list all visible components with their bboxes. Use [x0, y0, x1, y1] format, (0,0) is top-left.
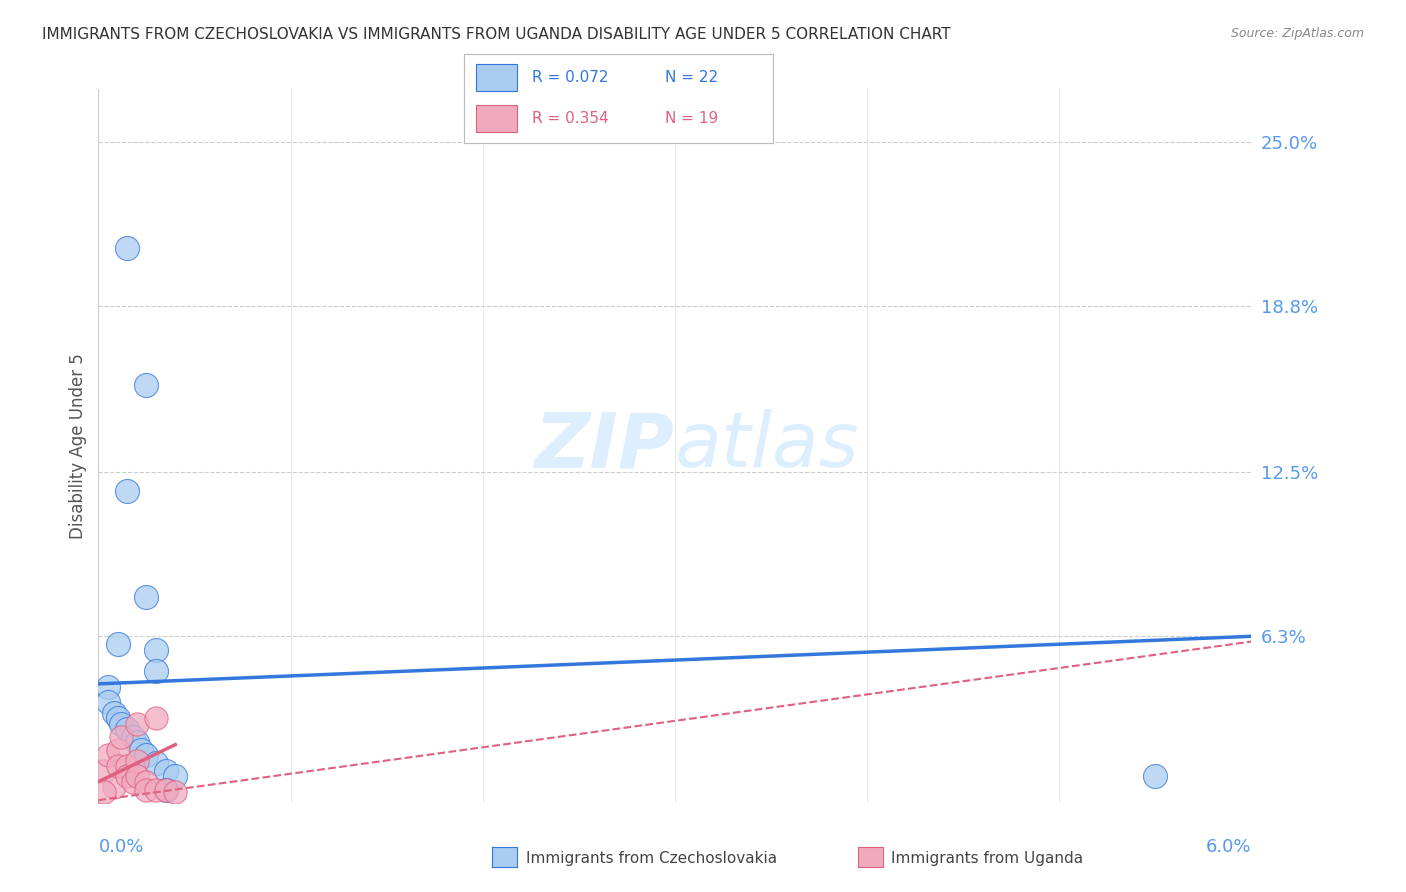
- Point: [110, 716, 132, 731]
- Text: Immigrants from Uganda: Immigrants from Uganda: [891, 851, 1084, 865]
- Text: atlas: atlas: [675, 409, 859, 483]
- Point: [103, 706, 125, 720]
- Point: [125, 735, 148, 749]
- Point: [97, 748, 120, 763]
- Y-axis label: Disability Age Under 5: Disability Age Under 5: [69, 353, 87, 539]
- Text: N = 22: N = 22: [665, 70, 718, 85]
- FancyBboxPatch shape: [477, 64, 516, 91]
- Point: [117, 483, 139, 498]
- FancyBboxPatch shape: [477, 105, 516, 132]
- Point: [165, 785, 187, 799]
- Text: Immigrants from Czechoslovakia: Immigrants from Czechoslovakia: [526, 851, 778, 865]
- Point: [125, 769, 148, 783]
- Point: [145, 782, 167, 797]
- Point: [110, 730, 132, 744]
- Point: [125, 716, 148, 731]
- Point: [122, 774, 145, 789]
- Point: [145, 642, 167, 657]
- Point: [93, 785, 115, 799]
- Point: [103, 780, 125, 794]
- Text: 0.0%: 0.0%: [98, 838, 143, 856]
- Text: 6.0%: 6.0%: [1206, 838, 1251, 856]
- Text: Source: ZipAtlas.com: Source: ZipAtlas.com: [1230, 27, 1364, 40]
- Point: [125, 754, 148, 768]
- Point: [107, 637, 129, 651]
- Point: [165, 769, 187, 783]
- Text: R = 0.072: R = 0.072: [531, 70, 609, 85]
- Point: [122, 730, 145, 744]
- Point: [145, 756, 167, 771]
- Point: [107, 711, 129, 725]
- Point: [107, 743, 129, 757]
- Point: [93, 764, 115, 778]
- Point: [135, 378, 157, 392]
- Point: [97, 695, 120, 709]
- Point: [107, 759, 129, 773]
- Point: [135, 590, 157, 604]
- Point: [117, 759, 139, 773]
- Point: [145, 664, 167, 678]
- Text: N = 19: N = 19: [665, 112, 718, 126]
- Point: [117, 769, 139, 783]
- Text: ZIP: ZIP: [536, 409, 675, 483]
- Point: [97, 680, 120, 694]
- Point: [135, 782, 157, 797]
- Point: [117, 722, 139, 736]
- Point: [135, 774, 157, 789]
- Text: R = 0.354: R = 0.354: [531, 112, 609, 126]
- Point: [1144, 769, 1167, 783]
- Point: [155, 764, 177, 778]
- Point: [155, 782, 177, 797]
- Point: [129, 743, 152, 757]
- Point: [135, 748, 157, 763]
- Text: IMMIGRANTS FROM CZECHOSLOVAKIA VS IMMIGRANTS FROM UGANDA DISABILITY AGE UNDER 5 : IMMIGRANTS FROM CZECHOSLOVAKIA VS IMMIGR…: [42, 27, 950, 42]
- Point: [155, 782, 177, 797]
- Point: [145, 711, 167, 725]
- Point: [117, 241, 139, 255]
